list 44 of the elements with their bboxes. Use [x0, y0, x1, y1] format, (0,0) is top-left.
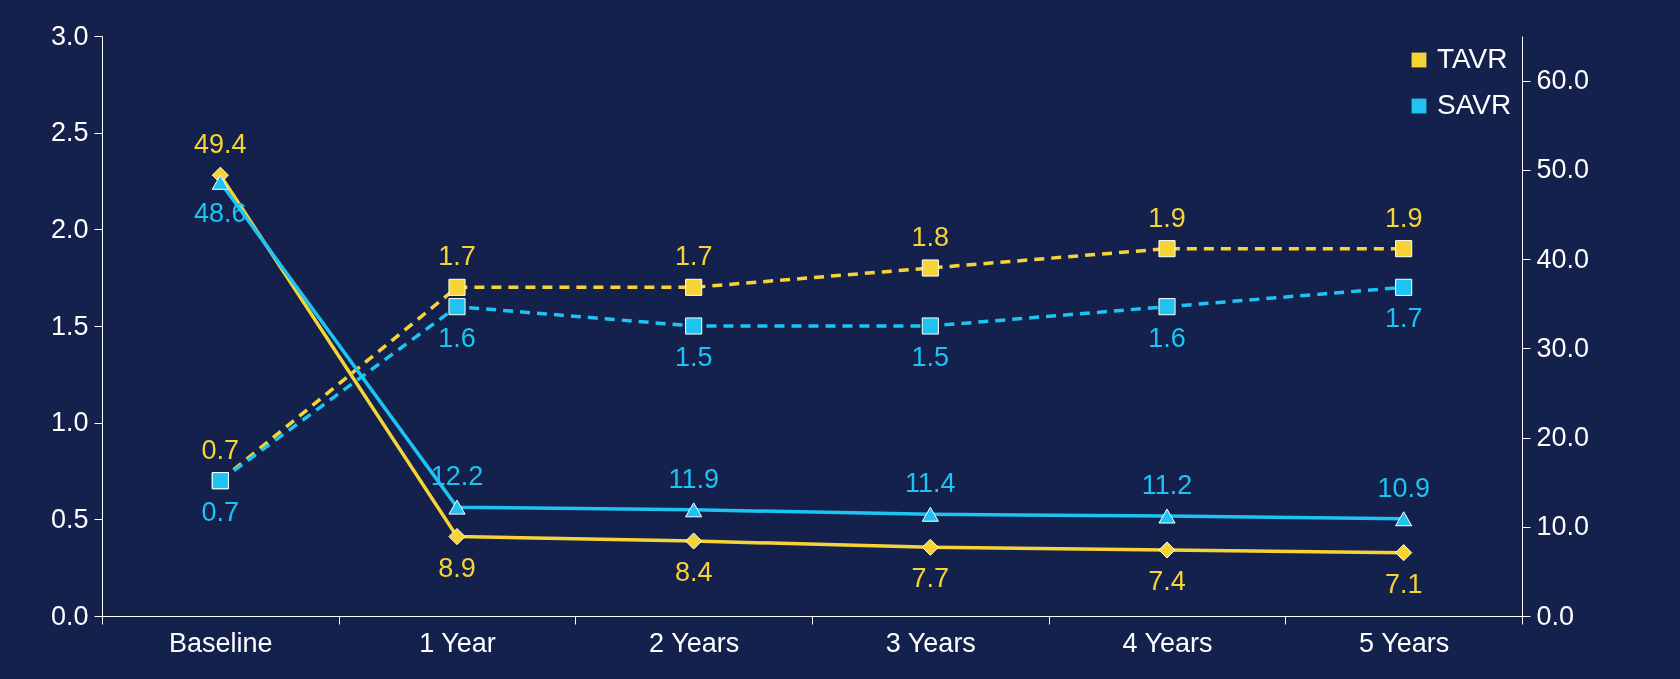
data-label: 11.4: [905, 468, 956, 499]
y-tick-label: 1.0: [50, 407, 89, 438]
x-tick-label: 5 Years: [1359, 627, 1450, 658]
legend-label: TAVR: [1437, 43, 1508, 74]
data-label: 11.2: [1141, 470, 1193, 501]
y2-tick-label: 20.0: [1536, 422, 1590, 453]
y-tick-label: 0.5: [50, 503, 89, 534]
y-tick-label: 3.0: [50, 20, 89, 51]
y-tick-label: 2.5: [50, 117, 89, 148]
data-label: 49.4: [194, 129, 247, 160]
data-label: 1.5: [674, 342, 713, 372]
x-tick-label: 4 Years: [1122, 627, 1213, 658]
y2-tick-label: 0.0: [1536, 600, 1575, 631]
data-label: 1.9: [1148, 202, 1186, 233]
data-label: 1.6: [1148, 322, 1186, 353]
y-tick-label: 0.0: [50, 600, 89, 631]
x-tick-label: 2 Years: [649, 627, 740, 658]
data-label: 1.8: [911, 222, 950, 252]
y2-tick-label: 50.0: [1536, 154, 1590, 185]
legend-label: SAVR: [1437, 89, 1512, 120]
y2-tick-label: 10.0: [1536, 511, 1590, 542]
data-label: 1.6: [438, 322, 476, 353]
data-label: 0.7: [201, 434, 240, 465]
data-label: 10.9: [1377, 472, 1430, 503]
data-label: 1.7: [438, 241, 476, 272]
x-tick-label: Baseline: [169, 627, 273, 658]
data-label: 8.9: [438, 552, 476, 583]
y2-tick-label: 40.0: [1536, 243, 1590, 274]
y2-tick-label: 60.0: [1536, 65, 1590, 96]
data-label: 11.9: [668, 463, 719, 494]
data-label: 1.5: [911, 342, 950, 372]
data-label: 1.7: [1384, 303, 1423, 334]
x-tick-label: 1 Year: [419, 627, 496, 658]
data-label: 1.7: [674, 241, 713, 272]
data-label: 8.4: [674, 557, 713, 588]
y2-tick-label: 30.0: [1536, 332, 1590, 363]
data-label: 7.1: [1384, 568, 1423, 599]
data-label: 7.4: [1148, 565, 1186, 596]
x-tick-label: 3 Years: [885, 627, 976, 658]
y-tick-label: 2.0: [50, 213, 89, 244]
data-label: 7.7: [911, 563, 950, 594]
data-label: 0.7: [201, 496, 240, 527]
data-label: 1.9: [1384, 202, 1423, 233]
y-tick-label: 1.5: [50, 310, 89, 341]
